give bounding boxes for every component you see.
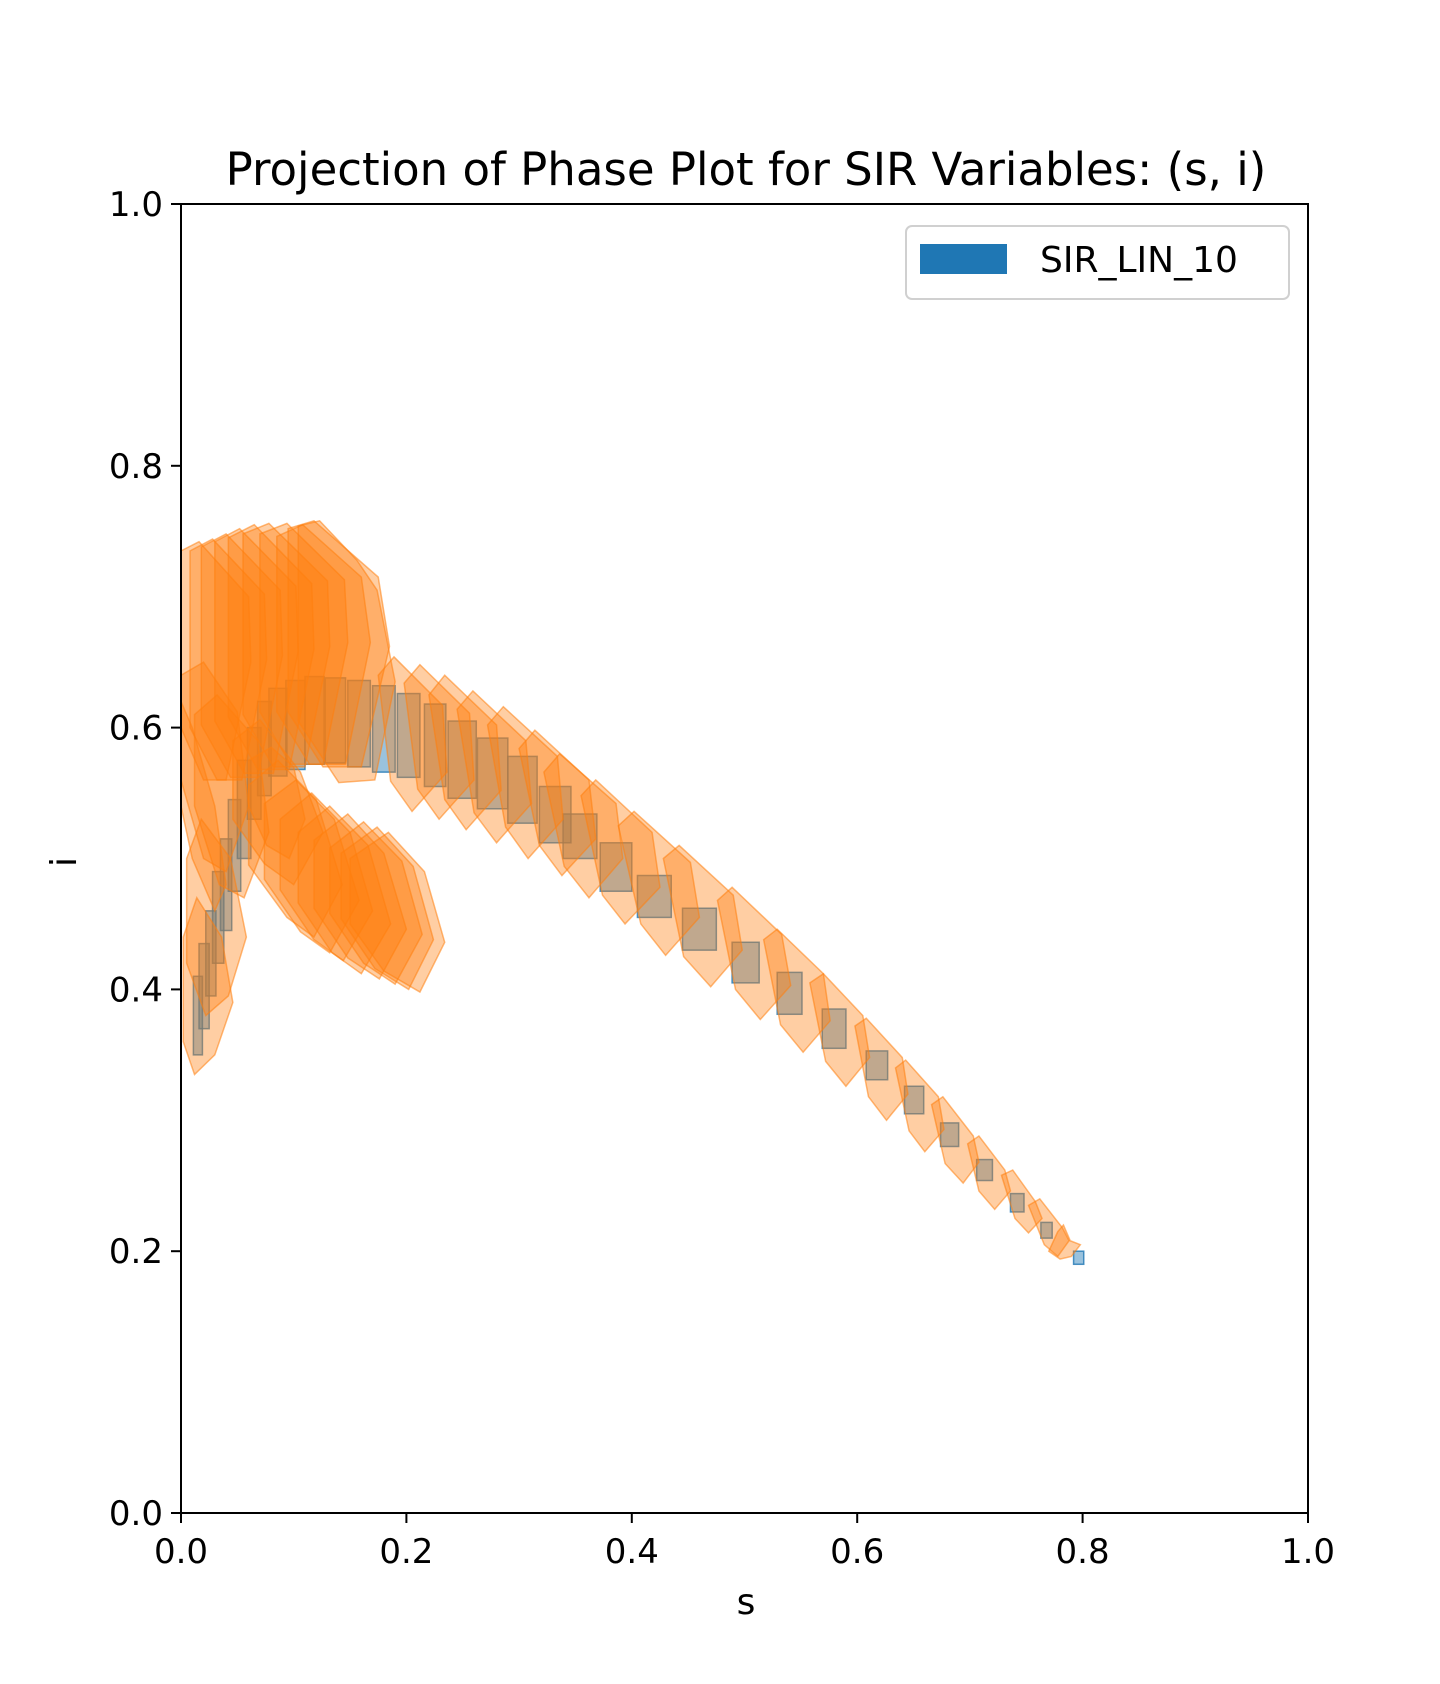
overapprox-polygon-42 <box>247 746 306 860</box>
y-tick-label-3: 0.6 <box>109 709 163 749</box>
overapprox-polygon-0 <box>1047 1223 1082 1260</box>
overapprox-polygon-44 <box>182 896 234 1076</box>
y-tick-label-1: 0.2 <box>109 1232 163 1272</box>
marks-layer <box>180 519 1085 1266</box>
reach-box-32 <box>205 910 217 997</box>
x-tick-label-4: 0.8 <box>1056 1532 1110 1572</box>
overapprox-polygon-25 <box>242 522 331 768</box>
ticks-layer: 0.0 0.2 0.4 0.6 0.8 1.0 0.0 0.2 0.4 0.6 0.8 1.0 <box>109 185 1335 1572</box>
overapprox-polygon-32 <box>180 701 227 913</box>
overapprox-polygon-5 <box>894 1059 945 1153</box>
overapprox-polygon-2 <box>1000 1169 1043 1234</box>
reach-box-31 <box>211 870 225 964</box>
reach-box-14 <box>538 785 572 844</box>
reach-box-11 <box>636 874 672 919</box>
x-tick-label-5: 1.0 <box>1281 1532 1335 1572</box>
overapprox-polygon-28 <box>287 519 391 768</box>
overapprox-polygon-29 <box>297 519 396 784</box>
y-tick-label-5: 1.0 <box>109 185 163 225</box>
overapprox-polygon-39 <box>329 820 423 986</box>
overapprox-polygon-4 <box>930 1095 980 1185</box>
reach-box-33 <box>198 942 210 1030</box>
reach-box-34 <box>192 975 204 1056</box>
overapprox-polygon-27 <box>276 523 372 766</box>
overapprox-polygon-1 <box>1027 1197 1070 1258</box>
overapprox-polygon-18 <box>403 663 475 821</box>
overapprox-polygon-24 <box>227 523 315 771</box>
overapprox-polygon-31 <box>193 693 270 899</box>
y-tick-label-0: 0.0 <box>109 1494 163 1534</box>
legend-swatch-sir-lin-10 <box>920 244 1007 274</box>
overapprox-polygon-26 <box>259 522 349 766</box>
x-tick-label-1: 0.2 <box>379 1532 433 1572</box>
overapprox-polygon-6 <box>854 1017 909 1122</box>
chart-title: Projection of Phase Plot for SIR Variabl… <box>226 143 1267 196</box>
x-tick-label-2: 0.4 <box>605 1532 659 1572</box>
reach-box-6 <box>865 1050 889 1081</box>
reach-box-13 <box>562 813 598 860</box>
overapprox-polygon-37 <box>297 805 392 975</box>
plot-frame <box>180 203 1309 1514</box>
overapprox-polygon-16 <box>456 689 533 844</box>
reach-box-5 <box>903 1085 925 1115</box>
y-tick-label-2: 0.4 <box>109 970 163 1010</box>
overapprox-polygon-12 <box>580 778 661 926</box>
reach-box-0 <box>1072 1250 1085 1266</box>
overapprox-polygon-38 <box>313 812 408 981</box>
x-tick-label-0: 0.0 <box>154 1532 208 1572</box>
x-tick-label-3: 0.6 <box>830 1532 884 1572</box>
overapprox-polygon-43 <box>185 817 248 1017</box>
overapprox-polygon-10 <box>662 844 744 988</box>
legend-label-sir-lin-10: SIR_LIN_10 <box>1040 240 1238 281</box>
overapprox-polygon-34 <box>247 759 343 939</box>
reach-box-7 <box>821 1008 847 1050</box>
overapprox-polygon-15 <box>486 705 564 860</box>
legend: SIR_LIN_10 <box>905 225 1290 300</box>
reach-box-12 <box>599 842 633 892</box>
overapprox-polygon-40 <box>340 826 435 991</box>
overapprox-polygon-19 <box>377 655 448 813</box>
overapprox-polygon-33 <box>232 718 324 886</box>
reach-box-9 <box>731 941 760 984</box>
overapprox-polygon-9 <box>716 886 792 1021</box>
overapprox-polygon-3 <box>966 1134 1012 1211</box>
x-axis-label: s <box>737 1582 756 1623</box>
reach-box-19 <box>396 692 421 779</box>
overapprox-polygon-17 <box>428 674 502 831</box>
reach-box-22 <box>324 677 347 764</box>
reach-box-4 <box>939 1122 960 1148</box>
reach-box-1 <box>1040 1221 1053 1239</box>
overapprox-polygon-41 <box>349 831 446 994</box>
reach-box-3 <box>975 1158 994 1182</box>
y-tick-label-4: 0.8 <box>109 447 163 487</box>
y-axis-label: i <box>44 857 85 867</box>
